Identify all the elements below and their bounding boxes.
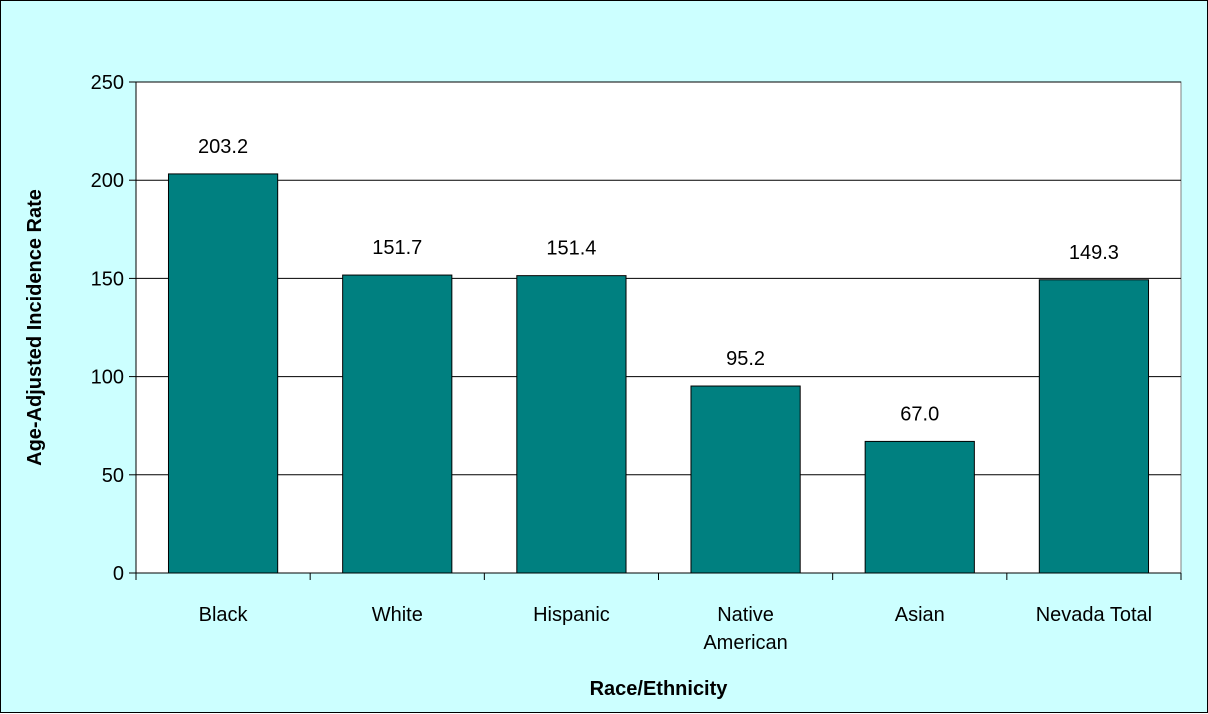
x-category-label: Native American <box>703 604 787 654</box>
data-label: 67.0 <box>900 403 939 425</box>
x-category-label: White <box>372 604 423 626</box>
bar <box>1038 279 1150 574</box>
data-labels: 203.2 151.7 151.4 95.2 67.0 149.3 <box>198 136 1119 425</box>
data-label: 95.2 <box>726 348 765 370</box>
x-axis-title: Race/Ethnicity <box>590 678 729 700</box>
y-tick-label: 50 <box>102 465 124 487</box>
bar <box>690 385 801 574</box>
bar <box>516 275 627 574</box>
x-axis-categories: Black White Hispanic Native American Asian Nev… <box>135 573 1182 654</box>
y-tick-label: 250 <box>91 72 124 94</box>
gridlines <box>136 81 1181 476</box>
data-label: 203.2 <box>198 136 248 158</box>
data-label: 151.7 <box>372 237 422 259</box>
x-category-label: Hispanic <box>533 604 610 626</box>
data-label: 151.4 <box>546 238 596 260</box>
bars <box>167 173 1150 574</box>
y-tick-label: 150 <box>91 268 124 290</box>
bar <box>167 173 279 574</box>
data-label: 149.3 <box>1069 242 1119 264</box>
y-tick-label: 0 <box>113 563 124 585</box>
y-axis-title: Age-Adjusted Incidence Rate <box>24 189 46 466</box>
x-category-label: Asian <box>895 604 945 626</box>
x-category-label: Nevada Total <box>1036 604 1152 626</box>
bar <box>864 440 975 574</box>
plot-area <box>135 81 1182 574</box>
bar <box>342 274 453 574</box>
x-category-label: Black <box>199 604 249 626</box>
y-tick-label: 100 <box>91 367 124 389</box>
y-tick-label: 200 <box>91 170 124 192</box>
